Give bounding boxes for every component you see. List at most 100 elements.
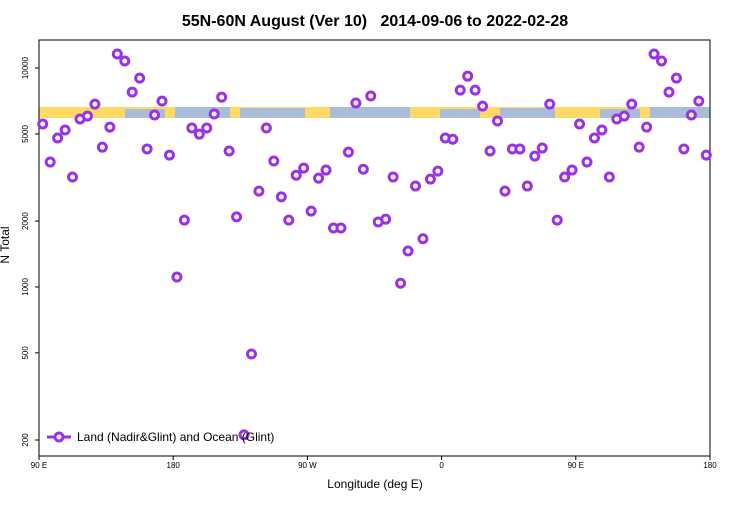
point — [216, 91, 228, 103]
point — [365, 90, 377, 102]
point — [186, 122, 198, 134]
point — [305, 205, 317, 217]
point — [596, 124, 608, 136]
point — [700, 149, 712, 161]
point — [544, 98, 556, 110]
point — [268, 155, 280, 167]
x-axis-label: Longitude (deg E) — [327, 477, 422, 491]
point — [37, 118, 49, 130]
map-strip — [39, 107, 710, 118]
point — [342, 146, 354, 158]
x-tick-label: 90 W — [298, 461, 317, 470]
point — [283, 214, 295, 226]
point — [44, 156, 56, 168]
point — [81, 110, 93, 122]
y-tick-label: 1000 — [21, 278, 30, 296]
y-tick-label: 500 — [21, 346, 30, 360]
legend-marker — [53, 431, 65, 443]
point — [402, 245, 414, 257]
point — [290, 169, 302, 181]
point — [477, 100, 489, 112]
point — [410, 180, 422, 192]
legend-label: Land (Nadir&Glint) and Ocean (Glint) — [77, 430, 274, 444]
point — [626, 98, 638, 110]
point — [521, 180, 533, 192]
point — [603, 171, 615, 183]
point — [96, 141, 108, 153]
point — [313, 172, 325, 184]
y-tick-label: 10000 — [21, 56, 30, 79]
point — [618, 110, 630, 122]
point — [529, 150, 541, 162]
point — [395, 277, 407, 289]
y-tick-label: 2000 — [21, 212, 30, 230]
point — [462, 70, 474, 82]
x-tick-label: 90 E — [568, 461, 584, 470]
chart-title: 55N-60N August (Ver 10) 2014-09-06 to 20… — [182, 13, 568, 30]
point — [656, 55, 668, 67]
point — [171, 271, 183, 283]
point — [298, 162, 310, 174]
point — [417, 233, 429, 245]
point — [245, 348, 257, 360]
point — [104, 121, 116, 133]
point — [111, 48, 123, 60]
plot-frame — [38, 39, 711, 457]
series — [37, 48, 712, 441]
point — [238, 429, 250, 441]
point — [231, 211, 243, 223]
point — [469, 84, 481, 96]
point — [163, 149, 175, 161]
point — [499, 185, 511, 197]
point — [59, 124, 71, 136]
point — [581, 156, 593, 168]
point — [141, 143, 153, 155]
point — [201, 122, 213, 134]
point — [454, 84, 466, 96]
point — [320, 164, 332, 176]
point — [119, 55, 131, 67]
y-tick-label: 200 — [21, 433, 30, 447]
point — [559, 171, 571, 183]
x-tick-label: 90 E — [31, 461, 47, 470]
point — [67, 171, 79, 183]
point — [588, 132, 600, 144]
point — [134, 72, 146, 84]
point — [432, 165, 444, 177]
point — [149, 109, 161, 121]
point — [492, 115, 504, 127]
y-axis-label: N Total — [0, 226, 12, 263]
point — [678, 143, 690, 155]
point — [447, 133, 459, 145]
point — [178, 214, 190, 226]
point — [350, 97, 362, 109]
point — [253, 185, 265, 197]
point — [663, 86, 675, 98]
point — [126, 86, 138, 98]
point — [514, 143, 526, 155]
point — [156, 95, 168, 107]
point — [633, 141, 645, 153]
point — [89, 98, 101, 110]
point — [193, 128, 205, 140]
x-tick-label: 180 — [703, 461, 717, 470]
point — [357, 163, 369, 175]
point — [260, 122, 272, 134]
point — [52, 132, 64, 144]
point — [574, 118, 586, 130]
point — [484, 145, 496, 157]
point — [424, 173, 436, 185]
x-tick-label: 0 — [439, 461, 444, 470]
point — [536, 142, 548, 154]
point — [380, 213, 392, 225]
point — [335, 222, 347, 234]
point — [387, 171, 399, 183]
point — [685, 109, 697, 121]
point — [208, 108, 220, 120]
point — [670, 72, 682, 84]
y-tick-label: 5000 — [21, 124, 30, 142]
point — [693, 95, 705, 107]
point — [551, 214, 563, 226]
point — [223, 145, 235, 157]
x-tick-label: 180 — [167, 461, 181, 470]
